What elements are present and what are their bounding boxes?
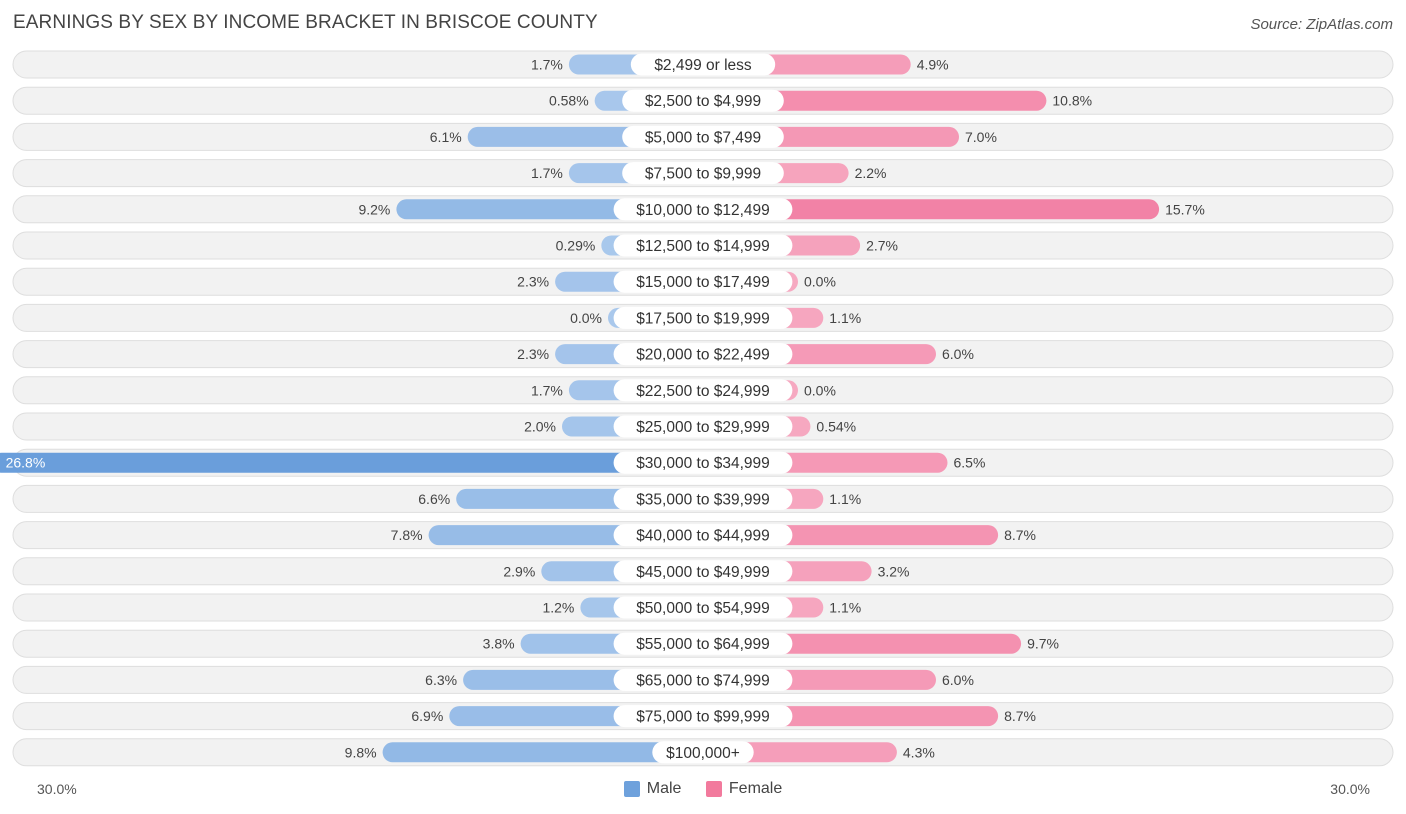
- category-pill: [613, 198, 793, 221]
- legend: Male Female: [0, 780, 1406, 802]
- axis-right-label: 30.0%: [1330, 781, 1370, 797]
- category-label: $22,500 to $24,999: [636, 383, 770, 400]
- category-pill: [613, 343, 793, 366]
- category-pill: [613, 270, 793, 293]
- category-pill: [613, 487, 793, 510]
- female-value-label: 15.7%: [1165, 201, 1205, 217]
- female-swatch-icon: [705, 781, 722, 797]
- category-label: $100,000+: [666, 745, 740, 762]
- category-pill: [622, 125, 784, 148]
- female-value-label: 1.1%: [829, 600, 861, 616]
- category-label: $2,500 to $4,999: [645, 93, 761, 110]
- category-label: $5,000 to $7,499: [645, 129, 761, 146]
- male-value-label: 1.7%: [531, 165, 563, 181]
- category-pill: [613, 705, 793, 728]
- female-value-label: 4.3%: [903, 744, 935, 760]
- category-label: $40,000 to $44,999: [636, 528, 770, 545]
- male-value-label: 1.7%: [531, 57, 563, 73]
- category-label: $20,000 to $22,499: [636, 347, 770, 364]
- male-swatch-icon: [623, 781, 640, 797]
- category-label: $10,000 to $12,499: [636, 202, 770, 219]
- female-value-label: 0.0%: [804, 382, 836, 398]
- female-value-label: 2.2%: [855, 165, 887, 181]
- female-value-label: 0.54%: [816, 419, 856, 435]
- source-credit: Source: ZipAtlas.com: [1250, 16, 1393, 33]
- male-value-label: 0.29%: [556, 238, 596, 254]
- category-pill: [613, 415, 793, 438]
- male-value-label: 1.7%: [531, 382, 563, 398]
- male-value-label: 2.9%: [503, 563, 535, 579]
- female-value-label: 6.0%: [942, 672, 974, 688]
- female-value-label: 3.2%: [878, 563, 910, 579]
- male-value-label: 26.8%: [6, 455, 46, 471]
- female-value-label: 0.0%: [804, 274, 836, 290]
- female-value-label: 6.0%: [942, 346, 974, 362]
- category-label: $75,000 to $99,999: [636, 709, 770, 726]
- category-pill: [613, 234, 793, 257]
- legend-label-female: Female: [728, 780, 783, 797]
- category-pill: [652, 741, 754, 764]
- category-pill: [613, 379, 793, 402]
- category-label: $15,000 to $17,499: [636, 274, 770, 291]
- male-value-label: 1.2%: [542, 600, 574, 616]
- axis-left-label: 30.0%: [37, 781, 77, 797]
- category-label: $55,000 to $64,999: [636, 636, 770, 653]
- female-value-label: 6.5%: [954, 455, 986, 471]
- category-pill: [613, 306, 793, 329]
- category-label: $50,000 to $54,999: [636, 600, 770, 617]
- chart-title: EARNINGS BY SEX BY INCOME BRACKET IN BRI…: [13, 12, 598, 33]
- female-bar: [703, 199, 1160, 220]
- female-value-label: 2.7%: [866, 238, 898, 254]
- category-pill: [613, 524, 793, 547]
- category-pill: [613, 451, 793, 474]
- male-value-label: 3.8%: [483, 636, 515, 652]
- female-bar: [703, 90, 1047, 111]
- male-bar: [0, 452, 703, 473]
- male-value-label: 7.8%: [391, 527, 423, 543]
- female-value-label: 10.8%: [1052, 93, 1092, 109]
- male-value-label: 0.58%: [549, 93, 589, 109]
- female-value-label: 8.7%: [1004, 708, 1036, 724]
- category-pill: [613, 596, 793, 619]
- male-value-label: 6.3%: [425, 672, 457, 688]
- male-value-label: 6.1%: [430, 129, 462, 145]
- category-label: $17,500 to $19,999: [636, 310, 770, 327]
- female-value-label: 1.1%: [829, 310, 861, 326]
- female-value-label: 7.0%: [965, 129, 997, 145]
- category-pill: [630, 53, 776, 76]
- category-label: $35,000 to $39,999: [636, 491, 770, 508]
- category-pill: [613, 560, 793, 583]
- male-value-label: 2.3%: [517, 274, 549, 290]
- male-value-label: 6.9%: [411, 708, 443, 724]
- male-value-label: 2.3%: [517, 346, 549, 362]
- category-pill: [622, 89, 784, 112]
- male-value-label: 6.6%: [418, 491, 450, 507]
- male-bar: [382, 742, 703, 763]
- female-value-label: 4.9%: [917, 57, 949, 73]
- category-pill: [622, 162, 784, 185]
- category-label: $25,000 to $29,999: [636, 419, 770, 436]
- category-label: $30,000 to $34,999: [636, 455, 770, 472]
- legend-item-male[interactable]: Male: [623, 780, 682, 798]
- legend-label-male: Male: [646, 780, 682, 797]
- female-value-label: 9.7%: [1027, 636, 1059, 652]
- category-pill: [613, 632, 793, 655]
- male-value-label: 0.0%: [570, 310, 602, 326]
- category-pill: [613, 668, 793, 691]
- category-label: $65,000 to $74,999: [636, 672, 770, 689]
- category-label: $7,500 to $9,999: [645, 166, 761, 183]
- male-value-label: 9.2%: [358, 201, 390, 217]
- male-value-label: 2.0%: [524, 419, 556, 435]
- legend-item-female[interactable]: Female: [705, 780, 783, 798]
- female-value-label: 8.7%: [1004, 527, 1036, 543]
- female-value-label: 1.1%: [829, 491, 861, 507]
- category-label: $2,499 or less: [654, 57, 752, 74]
- male-value-label: 9.8%: [345, 744, 377, 760]
- category-label: $12,500 to $14,999: [636, 238, 770, 255]
- category-label: $45,000 to $49,999: [636, 564, 770, 581]
